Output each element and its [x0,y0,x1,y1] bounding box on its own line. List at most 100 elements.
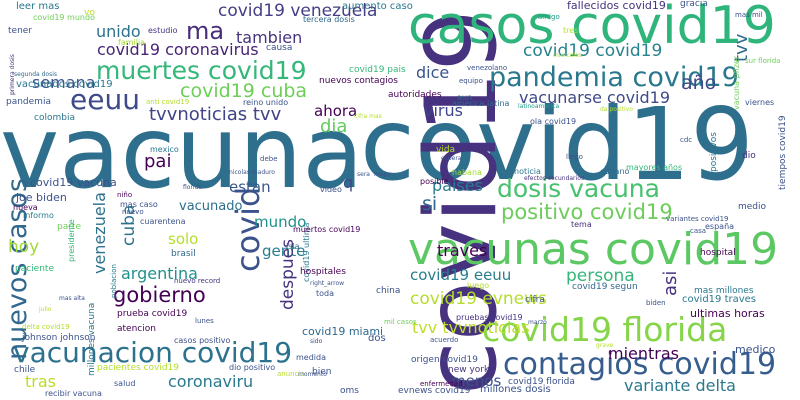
word: vacuna [0,94,364,211]
word: covid19 traves [682,294,757,305]
word: debe [260,155,278,163]
word: isla [286,242,300,251]
word: mundo [254,213,307,231]
word: america latina [452,99,510,108]
word: si [422,193,438,215]
word: venezolano [467,64,508,72]
word: millones dosis [480,384,551,395]
word: tvvnoticias tvv [149,104,282,125]
word: mas caso [120,200,158,209]
word: dosis vacuna [497,174,660,203]
word: tvv tvvnoticias [412,318,530,337]
word: mas millones [694,286,754,296]
word: tener [8,26,33,36]
word: gente [262,242,306,260]
word: traves [437,241,488,260]
word: da positivo [600,106,633,113]
word: johnson johnson [22,333,96,343]
word: mejor [374,171,392,178]
word: vida [436,145,456,155]
word: medio [738,202,767,212]
word: semana [32,73,96,92]
word: fallecidos covid19 [567,0,666,12]
word: cifra [525,295,545,305]
word: covid19 cuba [180,80,308,102]
word: lunes [195,317,214,325]
word: origen covid19 [411,355,478,365]
word: pandemia [6,97,51,107]
word: miercoles [553,52,582,59]
word: argentina [121,264,198,283]
word: covid19 vacuna [30,176,117,189]
word: covid19 miami [302,325,384,338]
word: venezuela [90,192,109,274]
word: estan [229,178,271,196]
word: sur florida [745,57,781,65]
word: niño [117,191,133,199]
word: pacientes covid19 [97,363,179,373]
word: amigo [538,13,560,21]
word: variantes covid19 [666,215,729,223]
word: vacunas covid19 [408,224,779,275]
word: enfermedad [420,380,463,388]
word: momento [298,371,327,378]
word: segunda dosis [14,71,58,78]
word: nuevo [122,208,144,216]
word: covid19 segun [572,282,638,292]
word: vacunado [179,199,243,214]
word: positivos [709,132,719,172]
word: florida [183,184,203,191]
word: right_arrow [310,280,345,287]
word: q [343,173,354,192]
word: recibir vacuna [45,389,102,398]
word: latinoamerica [518,103,560,110]
word: gracia [680,0,708,9]
word: luego [467,281,490,290]
word: pandemia covid19 [489,62,739,93]
word: mexico [150,145,179,154]
word: primera dosis [9,54,16,95]
word: parte [57,222,81,232]
word: mas alta [59,295,85,302]
word: virus [424,101,463,120]
word: nueva [13,203,38,212]
word: tres [563,26,579,35]
word: cuarentena [140,217,186,226]
word: aun [457,93,473,102]
word: pai [144,151,172,172]
word: mil casos [384,318,417,326]
word: delta covid19 [22,323,70,331]
word: positivo covid19 [501,200,673,224]
word: causa [266,43,293,53]
word: tercera dosis [303,15,355,24]
word: coronaviru [168,372,254,391]
word: aumento caso [342,1,413,12]
word: sera [357,171,370,178]
word: covid19 [360,86,754,203]
word: dio [742,151,756,161]
word: vacunados covid19 [16,79,113,90]
word: china [376,286,401,296]
word: dice [416,63,450,82]
word: habana [452,168,482,177]
word: espera [441,155,462,162]
word: hospitales [300,267,346,277]
word: autoridades [388,90,442,100]
word: covid19 mundo [33,13,95,22]
word: ultimas horas [690,307,765,320]
word: evnews covid19 [398,386,471,396]
word: prueba covid19 [117,309,188,319]
word: covid19 florida [508,377,575,387]
word: leer mas [16,1,60,12]
word: mientras [608,344,680,363]
word: noticia [514,167,541,176]
word: nuevo record [174,277,221,285]
word: salud [114,379,136,388]
word: informo [23,211,54,220]
word: solo [168,230,199,248]
word: covid19 venezuela [218,1,378,21]
word: chile [14,365,36,375]
word: cubano [600,167,630,176]
word: toda [316,289,335,298]
